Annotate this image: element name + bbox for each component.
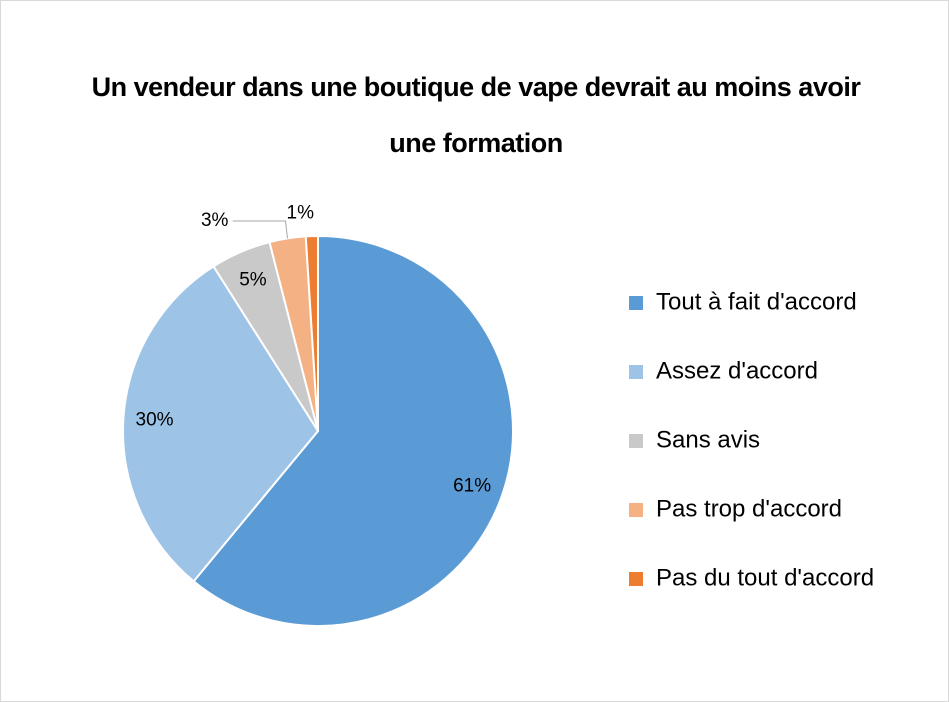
leader-line: [232, 220, 288, 239]
data-label: 30%: [136, 410, 174, 431]
legend-label: Assez d'accord: [656, 357, 818, 384]
data-label: 61%: [453, 476, 491, 497]
legend-swatch: [629, 296, 643, 310]
pie-slice: [304, 234, 319, 432]
data-label: 5%: [239, 270, 267, 291]
legend-label: Pas du tout d'accord: [656, 564, 874, 591]
data-label: 1%: [287, 202, 315, 223]
legend-swatch: [629, 503, 643, 517]
legend-swatch: [629, 434, 643, 448]
data-label: 3%: [201, 210, 229, 231]
chart-title: Un vendeur dans une boutique de vape dev…: [91, 72, 861, 158]
legend-label: Tout à fait d'accord: [656, 288, 857, 315]
pie-slice: [122, 264, 320, 583]
legend-swatch: [629, 365, 643, 379]
legend-label: Sans avis: [656, 426, 760, 453]
legend-swatch: [629, 572, 643, 586]
pie-slice: [192, 234, 514, 627]
legend-label: Pas trop d'accord: [656, 495, 842, 522]
